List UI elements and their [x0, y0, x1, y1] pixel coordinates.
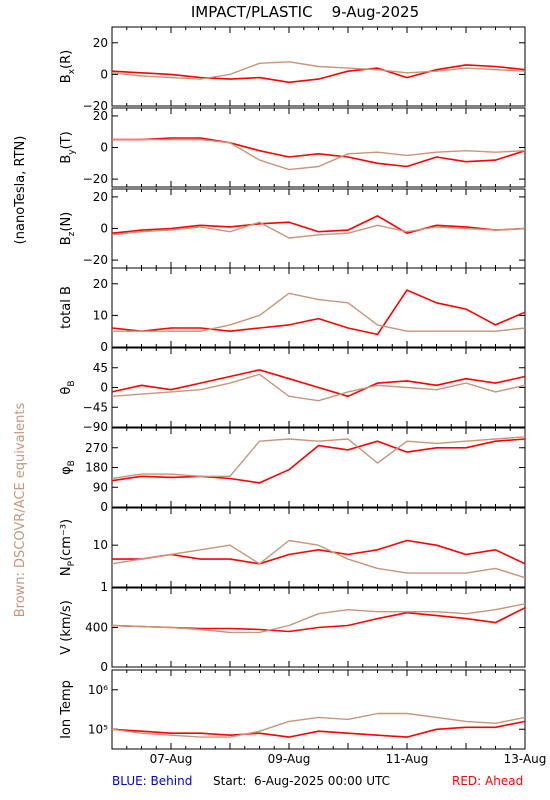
panel-bz: 20 0 −20 Bz(N) — [59, 188, 526, 269]
panel-label-v: V (km/s) — [59, 600, 74, 655]
y-tick-label-theta: 0 — [100, 381, 108, 395]
y-tick-label-bt: 20 — [93, 277, 108, 291]
series-line-equivalent-temp — [111, 712, 526, 738]
series-line-equivalent-phi — [111, 436, 526, 480]
panel-theta: 45 0 −45 −90 θB — [59, 347, 526, 434]
y-tick-label-phi: 90 — [93, 480, 108, 494]
x-tick-label: 09-Aug — [268, 752, 311, 766]
series-line-ahead-theta — [111, 369, 526, 398]
series-line-ahead-np — [112, 539, 526, 565]
series-line-equivalent-bx — [111, 61, 526, 80]
panel-frame-bt — [111, 267, 526, 348]
panel-label-np: NP(cm⁻³) — [59, 519, 77, 576]
x-tick-label: 11-Aug — [386, 752, 429, 766]
y-tick-label-by: 0 — [100, 141, 108, 155]
plot-title: IMPACT/PLASTIC 9-Aug-2025 — [191, 3, 419, 21]
footer-ahead-label: RED: Ahead — [452, 774, 524, 788]
y-tick-label-bz: 0 — [100, 222, 108, 236]
panel-frame-temp — [111, 669, 526, 750]
y-tick-label-np: 10 — [93, 538, 108, 552]
panel-phi: 270 180 90 0 φB — [59, 427, 526, 514]
y-tick-label-by: −20 — [83, 172, 108, 186]
y-tick-label-np: 1 — [100, 580, 108, 594]
y-tick-label-bt: 0 — [100, 340, 108, 354]
panel-label-temp: Ion Temp — [59, 680, 74, 739]
panel-label-bx: Bx(R) — [59, 50, 77, 83]
panel-frame-phi — [111, 427, 526, 508]
y-tick-label-bx: 0 — [100, 67, 108, 81]
x-tick-label: 07-Aug — [150, 752, 193, 766]
y-tick-label-theta: −45 — [83, 400, 108, 414]
panel-bt: 20 10 0 total B — [59, 267, 526, 354]
y-tick-label-bx: 20 — [93, 36, 108, 50]
series-line-ahead-bt — [111, 289, 526, 336]
panel-label-bz: Bz(N) — [59, 212, 77, 246]
series-line-equivalent-np — [111, 539, 526, 579]
series-line-ahead-temp — [111, 720, 526, 738]
panel-label-theta: θB — [59, 380, 77, 394]
rtn-units-label: (nanoTesla, RTN) — [13, 136, 28, 245]
y-tick-label-bx: −20 — [83, 99, 108, 113]
y-tick-label-v: 0 — [100, 660, 108, 674]
panels-group: 200−20Bx(R)200−20By(T)200−20Bz(N)20100to… — [59, 26, 547, 766]
panel-np: 10 1 NP(cm⁻³) — [59, 507, 526, 594]
series-line-ahead-by — [112, 137, 526, 168]
x-tick-label: 13-Aug — [504, 752, 547, 766]
y-tick-label-bz: −20 — [83, 253, 108, 267]
y-tick-label-by: 20 — [93, 109, 108, 123]
y-tick-label-temp: 10⁶ — [88, 683, 108, 697]
y-tick-label-v: 400 — [85, 621, 108, 635]
y-tick-label-phi: 180 — [85, 461, 108, 475]
panel-label-by: By(T) — [59, 131, 77, 163]
panel-by: 20 0 −20 By(T) — [59, 107, 526, 188]
footer-behind-label: BLUE: Behind — [112, 774, 193, 788]
panel-label-bt: total B — [59, 286, 74, 329]
panel-bx: 20 0 −20 Bx(R) — [59, 26, 526, 113]
series-line-ahead-bz — [111, 215, 526, 234]
series-line-equivalent-by — [112, 138, 526, 171]
y-tick-label-bt: 10 — [93, 308, 108, 322]
y-tick-label-bz: 20 — [93, 190, 108, 204]
y-tick-label-theta: −90 — [83, 420, 108, 434]
series-line-equivalent-theta — [111, 373, 526, 402]
panel-frame-by — [111, 107, 526, 188]
series-line-equivalent-bz — [111, 221, 526, 239]
series-line-ahead-bx — [111, 64, 526, 84]
panel-label-phi: φB — [59, 460, 77, 475]
y-tick-label-theta: 45 — [93, 361, 108, 375]
series-line-ahead-phi — [111, 438, 526, 484]
y-tick-label-temp: 10⁵ — [88, 722, 108, 736]
series-line-equivalent-v — [111, 603, 526, 634]
panel-frame-np — [111, 507, 526, 588]
y-tick-label-phi: 270 — [85, 441, 108, 455]
panel-v: 400 0 V (km/s) — [59, 587, 526, 674]
series-line-equivalent-bt — [112, 292, 526, 332]
dscovr-ace-note: Brown: DSCOVR/ACE equivalents — [13, 403, 28, 618]
panel-temp: 10⁶ 10⁵ Ion Temp — [59, 669, 526, 750]
y-tick-label-phi: 0 — [100, 500, 108, 514]
footer-start-label: Start: 6-Aug-2025 00:00 UTC — [213, 774, 390, 788]
